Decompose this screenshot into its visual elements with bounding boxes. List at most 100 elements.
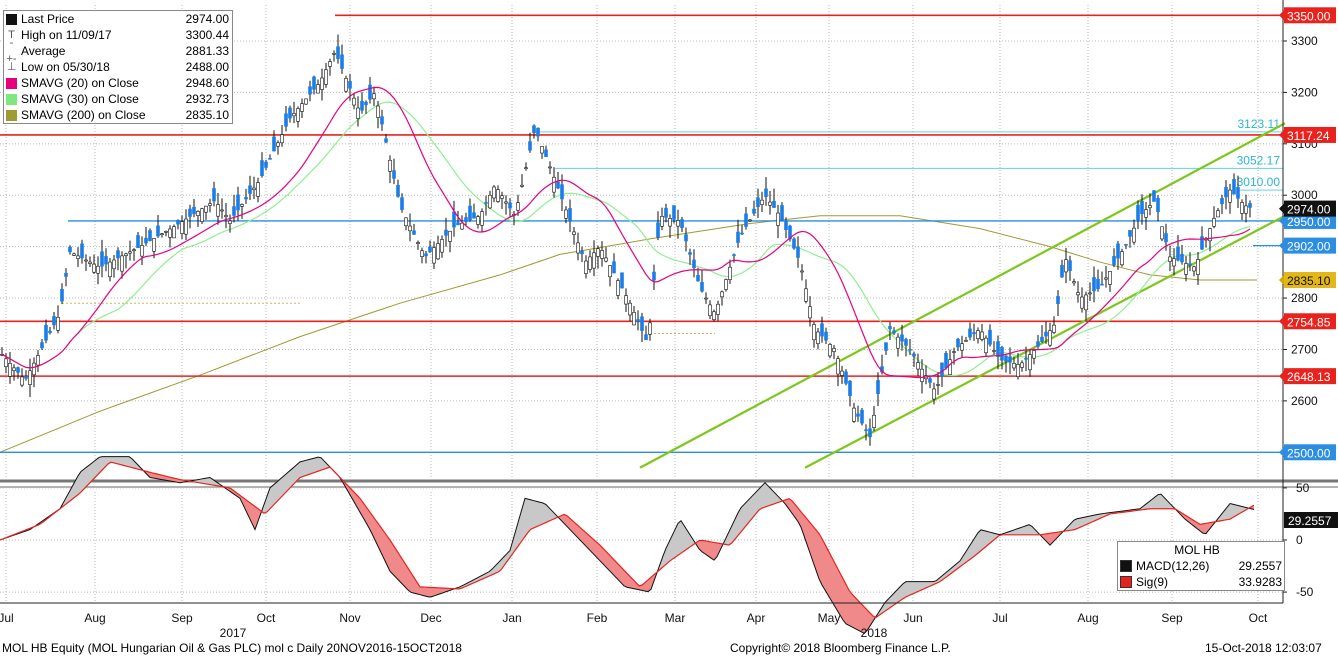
candle-body (336, 46, 340, 59)
macd-fill (309, 458, 312, 475)
candle-body (460, 222, 464, 230)
candle-body (676, 220, 680, 227)
cyan-level-label: 3010.00 (1237, 175, 1281, 189)
macd-fill (768, 485, 771, 506)
candle-body (828, 344, 832, 357)
candle-body (248, 185, 252, 194)
candle-body (1056, 296, 1060, 305)
candle-body (1004, 355, 1008, 362)
candle-body (472, 212, 476, 219)
candle-body (1232, 179, 1236, 195)
macd-fill (600, 545, 603, 564)
macd-fill (102, 456, 105, 471)
macd-fill (129, 456, 132, 468)
candle-body (1128, 230, 1132, 237)
macd-fill (921, 581, 924, 591)
candle-body (384, 138, 388, 143)
candle-body (1092, 277, 1096, 292)
candle-body (692, 259, 696, 269)
candle-body (56, 316, 60, 331)
price-tag-arrow (1279, 275, 1284, 286)
y-tick-label: 3000 (1291, 188, 1318, 202)
sma200-path (0, 215, 1255, 453)
legend-row-sma200: SMAVG (200) on Close 2835.10 (4, 107, 232, 123)
macd-fill (1068, 523, 1071, 531)
candle-body (28, 370, 32, 385)
cyan-level-label: 3052.17 (1237, 153, 1281, 167)
year-label: 2018 (861, 626, 888, 640)
candle-body (680, 219, 684, 228)
footer-timestamp: 15-Oct-2018 12:03:07 (1205, 641, 1322, 655)
candle-body (568, 208, 572, 222)
candle-body (628, 302, 632, 316)
candle-body (1176, 246, 1180, 261)
macd-fill (198, 479, 201, 484)
candle-body (688, 252, 692, 255)
macd-fill (867, 609, 870, 631)
legend-row-sma30: SMAVG (30) on Close 2932.73 (4, 91, 232, 107)
candle-body (220, 209, 224, 212)
y-tick-label: 3200 (1291, 85, 1318, 99)
macd-fill (93, 459, 96, 480)
macd-fill (312, 457, 315, 474)
candle-body (900, 334, 904, 342)
candle-body (272, 136, 276, 152)
candle-body (376, 105, 380, 118)
candle-body (464, 217, 468, 222)
price-tag-label: 2902.00 (1287, 240, 1331, 254)
x-tick-label: Sep (171, 611, 193, 625)
macd-fill (864, 606, 867, 634)
average-icon: -+- (6, 37, 17, 65)
macd-fill (663, 548, 666, 567)
macd-fill (840, 572, 843, 620)
sma30-path (1, 101, 1251, 377)
candle-body (1048, 330, 1052, 346)
macd-tag-label: 29.2557 (1288, 514, 1332, 528)
candle-body (148, 230, 152, 242)
candle-body (864, 429, 868, 432)
candle-body (372, 93, 376, 100)
candle-body (976, 330, 980, 340)
candle-body (304, 98, 308, 105)
candle-body (128, 251, 132, 254)
macd-fill (963, 551, 966, 565)
candle-body (540, 146, 544, 154)
macd-fill (288, 469, 291, 490)
macd-fill (153, 473, 156, 479)
candle-body (724, 279, 728, 290)
candle-body (820, 323, 824, 337)
candle-body (1064, 259, 1068, 273)
price-tag (1284, 272, 1336, 289)
macd-fill (99, 456, 102, 474)
macd-fill (156, 473, 159, 480)
price-tag-label: 2754.85 (1287, 315, 1331, 329)
candle-body (1116, 243, 1120, 259)
macd-fill (621, 567, 624, 586)
candle-body (88, 261, 92, 264)
candle-body (444, 229, 448, 236)
macd-fill (87, 464, 90, 486)
candle-body (100, 251, 104, 267)
candle-body (1132, 227, 1136, 243)
candle-body (700, 282, 704, 292)
macd-fill (801, 511, 804, 536)
y-tick-label: 2700 (1291, 342, 1318, 356)
candle-body (208, 203, 212, 206)
y-tick-label: 2800 (1291, 291, 1318, 305)
macd-fill (765, 482, 768, 508)
macd-fill (213, 479, 216, 486)
macd-fill (831, 555, 834, 605)
sma30-line (1, 101, 1251, 377)
macd-fill (753, 492, 756, 518)
macd-fill (870, 612, 873, 626)
candle-body (536, 127, 540, 137)
macd-fill (441, 587, 444, 594)
candle-body (1240, 202, 1244, 214)
candle-body (1188, 263, 1192, 266)
macd-fill (246, 499, 249, 518)
macd-fill (609, 554, 612, 574)
macd-fill (96, 457, 99, 477)
candle-body (824, 331, 828, 341)
candle-body (216, 204, 220, 217)
candle-body (616, 280, 620, 296)
